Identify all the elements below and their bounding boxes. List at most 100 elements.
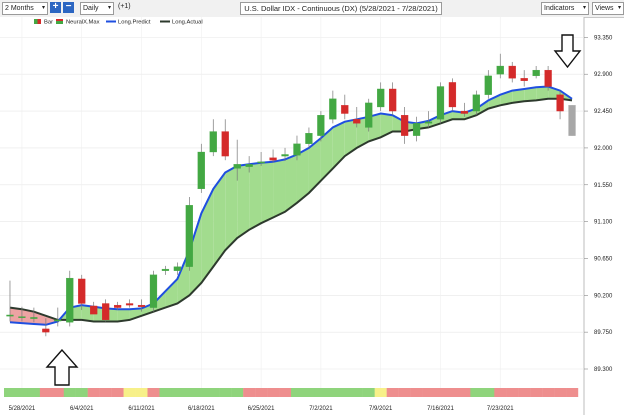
spread-fill-segment: [21, 309, 34, 324]
spread-fill-segment: [332, 121, 345, 169]
chart-title-box: U.S. Dollar IDX - Continuous (DX) (5/28/…: [240, 2, 442, 15]
x-tick-label: 7/16/2021: [427, 406, 454, 412]
candle-body: [412, 123, 421, 136]
legend-predict-label: Long.Predict: [118, 20, 151, 26]
spread-fill-segment: [296, 147, 309, 203]
candle-body: [185, 205, 193, 267]
candle-body: [472, 94, 480, 112]
spread-fill-segment: [512, 88, 525, 103]
signal-cell: [506, 388, 519, 397]
candle-body: [377, 88, 385, 108]
signal-cell: [267, 388, 280, 397]
signal-cell: [338, 388, 351, 397]
spread-fill-segment: [201, 188, 214, 284]
interval-value: Daily: [83, 5, 99, 12]
signal-cell: [314, 388, 328, 397]
y-tick-label: 90.200: [594, 293, 613, 299]
candle-body: [233, 164, 241, 169]
spread-fill-segment: [237, 164, 250, 238]
x-tick-label: 7/23/2021: [487, 406, 514, 412]
signal-cell: [362, 388, 375, 397]
signal-cell: [410, 388, 423, 397]
candle-body: [544, 69, 552, 87]
signal-cell: [195, 388, 208, 397]
spread-fill-segment: [9, 307, 22, 324]
signal-cell: [494, 388, 507, 397]
candle-body: [556, 94, 564, 112]
candle-body: [161, 268, 170, 271]
spread-fill-segment: [464, 108, 477, 120]
spread-fill-segment: [524, 87, 537, 102]
y-tick-label: 92.450: [594, 109, 613, 115]
zoom-in-button[interactable]: +: [50, 2, 61, 13]
candle-body: [341, 105, 349, 114]
legend-bar-label: Bar: [44, 20, 53, 26]
signal-cell: [530, 388, 543, 397]
signal-cell: [518, 388, 531, 397]
interval-select[interactable]: Daily ▾: [80, 2, 114, 15]
candle-body: [245, 164, 253, 167]
signal-cell: [291, 388, 304, 397]
long-actual-line: [9, 97, 573, 323]
x-axis-ticks: 5/28/2021 6/4/2021 6/11/2021 6/18/2021 6/25/…: [9, 406, 515, 412]
legend-bar-swatch-up: [34, 19, 38, 24]
y-tick-label: 89.300: [594, 367, 613, 373]
legend: Bar NeuralX.Max Long.Predict Long.Actual: [34, 19, 203, 26]
spread-fill-segment: [249, 162, 262, 230]
candle-body: [460, 110, 469, 114]
chevron-down-icon: ▾: [617, 5, 621, 11]
signal-cell: [39, 388, 53, 397]
signal-cell: [135, 388, 148, 397]
candle-body: [329, 98, 337, 120]
x-tick-label: 7/9/2021: [369, 406, 393, 412]
candle-body: [365, 102, 373, 128]
chevron-down-icon: ▾: [582, 5, 586, 11]
indicators-menu[interactable]: Indicators ▾: [541, 2, 589, 15]
y-tick-label: 92.000: [594, 146, 613, 152]
up-arrow-icon: [45, 348, 79, 386]
candle-body: [18, 316, 26, 318]
spread-fill-segment: [320, 127, 333, 181]
signal-cell: [350, 388, 363, 397]
candle-body: [532, 69, 540, 77]
candle-body: [173, 266, 182, 271]
signal-cell: [446, 388, 459, 397]
x-tick-label: 6/4/2021: [70, 406, 94, 412]
candle-body: [66, 277, 74, 323]
zoom-out-button[interactable]: −: [63, 2, 74, 13]
views-menu[interactable]: Views ▾: [592, 2, 624, 15]
y-tick-label: 90.650: [594, 256, 613, 262]
signal-cell: [482, 388, 495, 397]
signal-cell: [374, 388, 387, 397]
candle-body: [30, 317, 38, 319]
spread-fill-segment: [273, 159, 286, 218]
spread-fill-segment: [189, 213, 202, 296]
candle-body: [484, 75, 492, 95]
period-value: 2 Months: [5, 5, 34, 12]
chevron-down-icon: ▾: [41, 5, 45, 11]
y-tick-label: 91.550: [594, 183, 613, 189]
signal-cell: [51, 388, 64, 397]
signal-cell: [159, 388, 172, 397]
candle-body: [520, 78, 528, 81]
signal-cell: [422, 388, 435, 397]
candle-body: [400, 115, 409, 136]
candle-body: [149, 274, 158, 308]
spread-fill-segment: [285, 154, 297, 212]
candle-body: [508, 65, 516, 79]
x-tick-label: 6/25/2021: [248, 406, 275, 412]
price-chart[interactable]: 93.350 92.900 92.450 92.000 91.550 91.100 90.6…: [0, 17, 624, 415]
candle-body: [353, 119, 361, 124]
candle-body: [424, 121, 433, 124]
candle-body: [448, 82, 457, 108]
spread-fill-segment: [225, 165, 238, 251]
period-select[interactable]: 2 Months ▾: [2, 2, 48, 15]
signal-cell: [99, 388, 112, 397]
signal-cell: [63, 388, 76, 397]
candle-body: [137, 304, 146, 307]
spread-fill-segment: [536, 86, 549, 101]
spread-fill-segment: [45, 315, 58, 325]
y-axis-ticks: 93.350 92.900 92.450 92.000 91.550 91.100 90.6…: [584, 35, 613, 373]
toolbar: 2 Months ▾ + − Daily ▾ (+1) U.S. Dollar …: [0, 0, 624, 18]
signal-cell: [147, 388, 160, 397]
